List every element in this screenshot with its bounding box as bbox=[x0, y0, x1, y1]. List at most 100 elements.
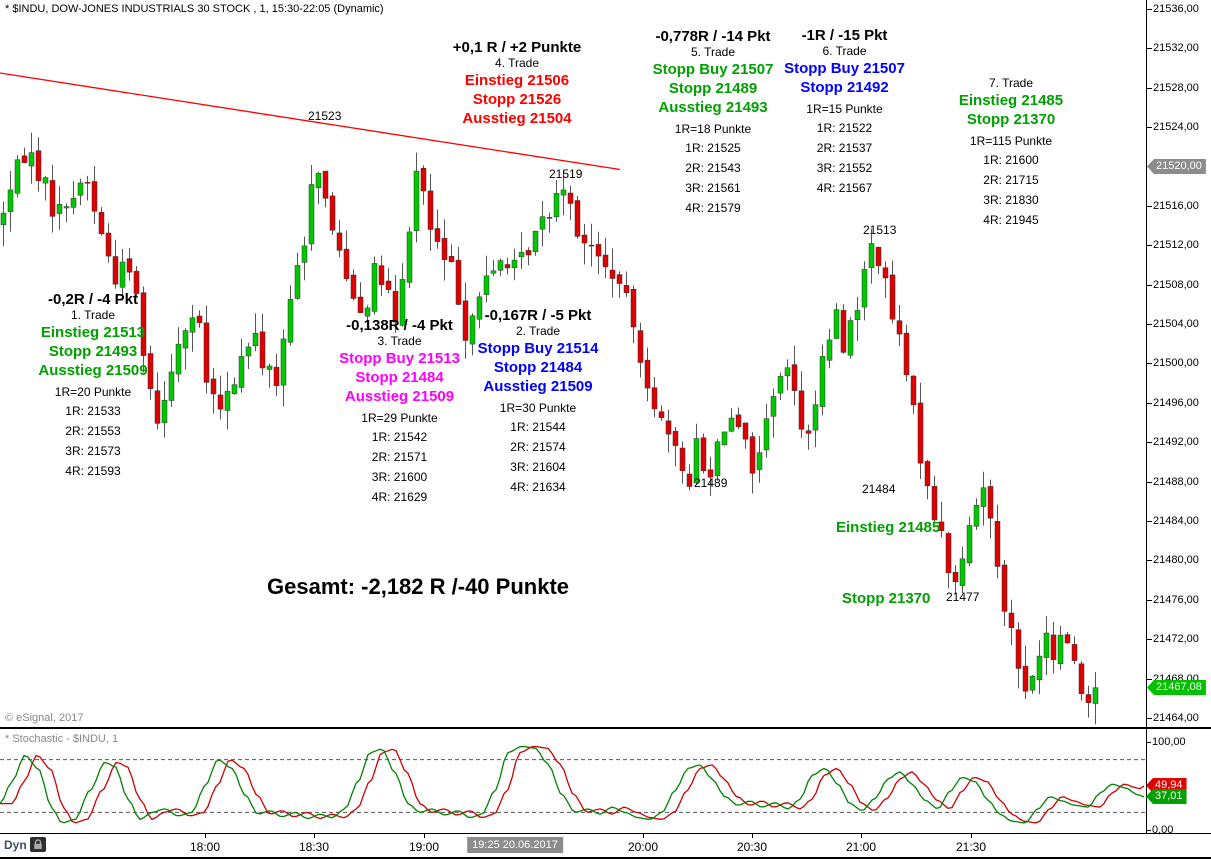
trade-level-annotation: Einstieg 21485 bbox=[836, 519, 941, 536]
panel-divider bbox=[0, 727, 1211, 729]
price-axis-label: 21524,00 bbox=[1153, 121, 1199, 133]
trade-r-targets: 1R: 21600 2R: 21715 3R: 21830 4R: 21945 bbox=[983, 153, 1039, 227]
window-bottom-border bbox=[0, 857, 1211, 859]
price-chart-canvas[interactable]: Gesamt: -2,182 R /-40 Punkte © eSignal, … bbox=[0, 0, 1146, 727]
price-axis-label: 21496,00 bbox=[1153, 397, 1199, 409]
time-axis-tick bbox=[424, 834, 425, 838]
price-axis-tick bbox=[1147, 560, 1152, 561]
price-axis-tick bbox=[1147, 639, 1152, 640]
trade-level: Einstieg 21506 bbox=[464, 72, 570, 89]
price-axis-label: 21504,00 bbox=[1153, 318, 1199, 330]
trade-number: 2. Trade bbox=[515, 324, 561, 338]
time-axis-label: 20:00 bbox=[627, 840, 659, 854]
stochastic-axis[interactable]: 100,00 0,00 49,94 37,01 bbox=[1146, 729, 1211, 836]
price-axis-tick bbox=[1147, 521, 1152, 522]
trade-level: Stopp Buy 21507 bbox=[652, 61, 774, 78]
trade-level: Ausstieg 21509 bbox=[483, 378, 593, 395]
trade-annotation-7[interactable]: 7. Trade Einstieg 21485 Stopp 21370 1R=115 … bbox=[936, 76, 1086, 230]
trade-number: 1. Trade bbox=[70, 308, 116, 322]
time-axis-label: 18:30 bbox=[298, 840, 330, 854]
price-label-annotation: 21513 bbox=[863, 223, 897, 237]
price-axis-label: 21536,00 bbox=[1153, 3, 1199, 15]
stochastic-panel-label: * Stochastic - $INDU, 1 bbox=[5, 733, 119, 745]
price-axis-tick bbox=[1147, 285, 1152, 286]
total-result-label: Gesamt: -2,182 R /-40 Punkte bbox=[267, 574, 570, 599]
trade-result: +0,1 R / +2 Punkte bbox=[452, 39, 582, 56]
trade-level: Ausstieg 21493 bbox=[658, 99, 768, 116]
trade-r-size: 1R=29 Punkte bbox=[361, 411, 438, 425]
price-label-annotation: 21519 bbox=[549, 167, 583, 181]
time-axis-tick bbox=[861, 834, 862, 838]
time-axis-tick bbox=[752, 834, 753, 838]
trade-number: 5. Trade bbox=[690, 45, 736, 59]
trade-level: Stopp Buy 21514 bbox=[477, 340, 599, 357]
stochastic-panel[interactable]: * Stochastic - $INDU, 1 bbox=[0, 729, 1146, 833]
price-label-annotation: 21484 bbox=[862, 482, 896, 496]
time-axis-top-border bbox=[0, 833, 1211, 834]
price-label-annotation: 21523 bbox=[308, 109, 342, 123]
trade-level: Stopp 21484 bbox=[493, 359, 583, 376]
price-axis-label: 21472,00 bbox=[1153, 633, 1199, 645]
stoch-axis-tick bbox=[1146, 742, 1151, 743]
price-axis-tick bbox=[1147, 363, 1152, 364]
trade-result: -0,167R / -5 Pkt bbox=[484, 307, 592, 324]
price-axis-label: 21516,00 bbox=[1153, 200, 1199, 212]
trade-result: -0,778R / -14 Pkt bbox=[655, 28, 771, 45]
trade-r-size: 1R=30 Punkte bbox=[499, 401, 577, 415]
trade-annotation-1[interactable]: -0,2R / -4 Pkt 1. Trade Einstieg 21513 Stop… bbox=[8, 291, 178, 481]
time-axis-label: 18:00 bbox=[189, 840, 221, 854]
trade-r-targets: 1R: 21542 2R: 21571 3R: 21600 4R: 21629 bbox=[371, 430, 428, 504]
price-axis-tick bbox=[1147, 206, 1152, 207]
time-axis-label: 20:30 bbox=[736, 840, 768, 854]
trade-annotation-5[interactable]: -0,778R / -14 Pkt 5. Trade Stopp Buy 21507… bbox=[633, 28, 793, 218]
chart-title: * $INDU, DOW-JONES INDUSTRIALS 30 STOCK … bbox=[5, 3, 384, 15]
candlestick-chart[interactable] bbox=[0, 0, 1146, 727]
lock-icon[interactable] bbox=[30, 837, 46, 852]
price-axis-tick bbox=[1147, 9, 1152, 10]
date-marker-tag: 19:25 20.06.2017 bbox=[467, 837, 563, 853]
trade-r-targets: 1R: 21522 2R: 21537 3R: 21552 4R: 21567 bbox=[816, 121, 873, 195]
time-axis[interactable]: Dyn 18:00 18:30 19:00 20:00 20:30 21:00 21:30 1… bbox=[0, 834, 1211, 857]
time-axis-label: 21:30 bbox=[955, 840, 987, 854]
price-axis-tick bbox=[1147, 679, 1152, 680]
time-axis-label: 21:00 bbox=[845, 840, 877, 854]
trade-level: Stopp 21489 bbox=[668, 80, 758, 97]
trade-r-size: 1R=18 Punkte bbox=[674, 122, 752, 136]
price-axis-tick bbox=[1147, 48, 1152, 49]
price-label-annotation: 21477 bbox=[946, 590, 980, 604]
trade-r-targets: 1R: 21533 2R: 21553 3R: 21573 4R: 21593 bbox=[65, 404, 121, 478]
price-axis-label: 21464,00 bbox=[1153, 712, 1199, 724]
trade-level: Stopp 21492 bbox=[800, 79, 889, 96]
last-price-tag: 21467,08 bbox=[1147, 680, 1206, 695]
dyn-button[interactable]: Dyn bbox=[4, 838, 27, 852]
trade-result: -0,2R / -4 Pkt bbox=[47, 291, 139, 308]
trade-annotation-3[interactable]: -0,138R / -4 Pkt 3. Trade Stopp Buy 21513 S… bbox=[322, 317, 477, 507]
trade-number: 7. Trade bbox=[988, 76, 1034, 90]
trade-level-annotation: Stopp 21370 bbox=[842, 590, 931, 607]
price-axis-label: 21492,00 bbox=[1153, 436, 1199, 448]
price-axis-tick bbox=[1147, 403, 1152, 404]
trade-r-size: 1R=20 Punkte bbox=[54, 385, 132, 399]
time-axis-tick bbox=[971, 834, 972, 838]
trade-level: Stopp 21493 bbox=[48, 343, 138, 360]
price-axis-label: 21484,00 bbox=[1153, 515, 1199, 527]
downtrend-line[interactable] bbox=[0, 72, 621, 171]
trade-level: Einstieg 21513 bbox=[40, 324, 146, 341]
time-axis-tick bbox=[205, 834, 206, 838]
price-axis-label: 21508,00 bbox=[1153, 279, 1199, 291]
trade-level: Stopp Buy 21507 bbox=[784, 60, 905, 77]
trade-annotation-4[interactable]: +0,1 R / +2 Punkte 4. Trade Einstieg 21506… bbox=[432, 39, 602, 128]
stochastic-plot[interactable] bbox=[0, 729, 1146, 833]
trade-annotation-6[interactable]: -1R / -15 Pkt 6. Trade Stopp Buy 21507 Stop… bbox=[772, 27, 917, 198]
trade-number: 4. Trade bbox=[494, 56, 540, 70]
time-axis-tick bbox=[643, 834, 644, 838]
stoch-k-value-tag: 37,01 bbox=[1146, 789, 1187, 804]
copyright-label: © eSignal, 2017 bbox=[5, 712, 84, 724]
price-axis-label: 21528,00 bbox=[1153, 82, 1199, 94]
trade-r-targets: 1R: 21544 2R: 21574 3R: 21604 4R: 21634 bbox=[510, 420, 566, 494]
price-axis-label: 21532,00 bbox=[1153, 42, 1199, 54]
price-axis-tick bbox=[1147, 324, 1152, 325]
trade-level: Ausstieg 21504 bbox=[462, 110, 572, 127]
trade-annotation-2[interactable]: -0,167R / -5 Pkt 2. Trade Stopp Buy 21514 S… bbox=[458, 307, 618, 497]
price-axis[interactable]: 21536,00 21532,00 21528,00 21524,00 21516,00… bbox=[1146, 0, 1211, 833]
